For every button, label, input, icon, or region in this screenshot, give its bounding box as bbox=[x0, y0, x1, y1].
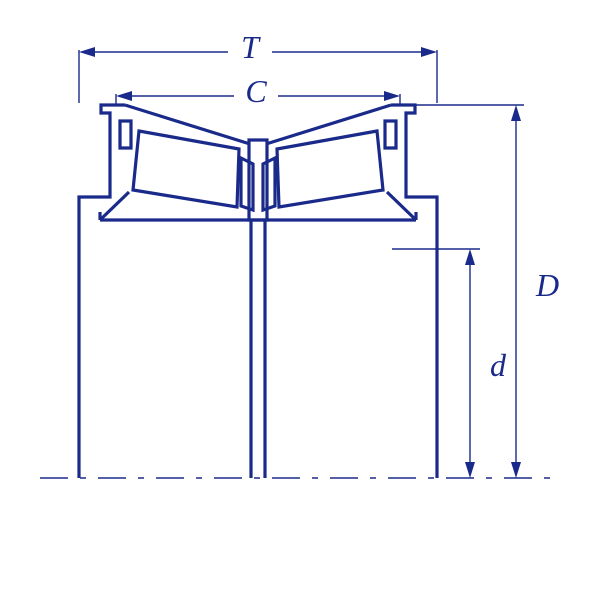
label-D: D bbox=[535, 267, 559, 303]
label-C: C bbox=[245, 73, 267, 109]
label-d: d bbox=[490, 347, 507, 383]
label-T: T bbox=[241, 29, 261, 65]
